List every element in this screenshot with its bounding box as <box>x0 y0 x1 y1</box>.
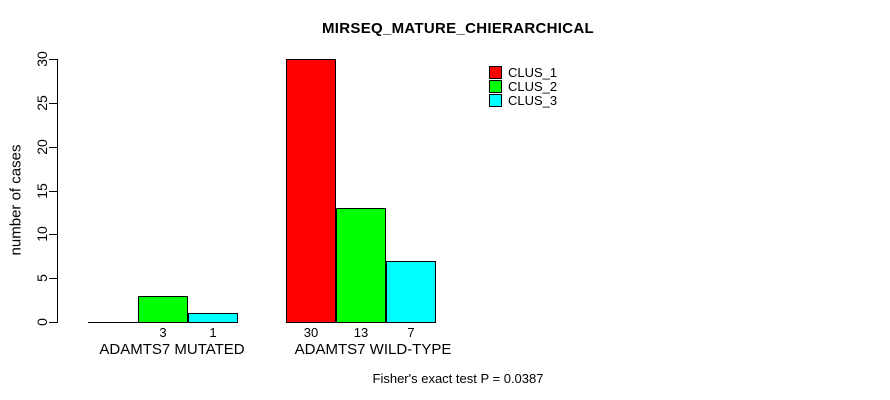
y-tick-mark <box>49 102 57 104</box>
bar-clus_1-group2 <box>286 59 336 323</box>
y-tick-mark <box>49 146 57 148</box>
legend-label: CLUS_3 <box>508 93 558 108</box>
bar-value-label: 7 <box>407 325 415 340</box>
legend-item-clus_1: CLUS_1 <box>489 65 558 80</box>
bar-clus_3-group2 <box>386 261 436 323</box>
chart-title: MIRSEQ_MATURE_CHIERARCHICAL <box>322 20 594 37</box>
y-tick-mark <box>49 190 57 192</box>
bar-value-label: 1 <box>209 325 217 340</box>
bar-clus_3-group1 <box>188 313 238 323</box>
legend-color-swatch <box>489 80 502 93</box>
y-tick-label: 5 <box>34 274 50 283</box>
y-tick-mark <box>49 278 57 280</box>
legend-color-swatch <box>489 66 502 79</box>
y-tick-label: 15 <box>34 182 50 199</box>
y-tick-label: 20 <box>34 138 50 155</box>
bar-value-label: 30 <box>303 325 319 340</box>
y-tick-label: 10 <box>34 226 50 243</box>
y-axis-line <box>57 59 58 323</box>
zero-height-bar-clus_1 <box>88 322 139 323</box>
y-axis-label: number of cases <box>7 144 25 256</box>
legend-item-clus_3: CLUS_3 <box>489 93 558 108</box>
y-tick-mark <box>49 322 57 323</box>
bar-clus_2-group2 <box>336 208 386 323</box>
legend-item-clus_2: CLUS_2 <box>489 79 558 94</box>
category-label: ADAMTS7 WILD-TYPE <box>294 341 452 358</box>
y-tick-label: 0 <box>34 318 50 326</box>
y-tick-mark <box>49 59 57 60</box>
y-tick-label: 30 <box>34 51 50 67</box>
category-label: ADAMTS7 MUTATED <box>99 341 245 358</box>
y-tick-mark <box>49 234 57 236</box>
bar-clus_2-group1 <box>138 296 188 323</box>
bar-value-label: 13 <box>353 325 369 340</box>
legend-label: CLUS_1 <box>508 65 558 80</box>
legend-color-swatch <box>489 94 502 107</box>
fisher-test-annotation: Fisher's exact test P = 0.0387 <box>372 371 544 386</box>
y-tick-label: 25 <box>34 95 50 111</box>
legend-label: CLUS_2 <box>508 79 558 94</box>
bar-value-label: 3 <box>159 325 167 340</box>
